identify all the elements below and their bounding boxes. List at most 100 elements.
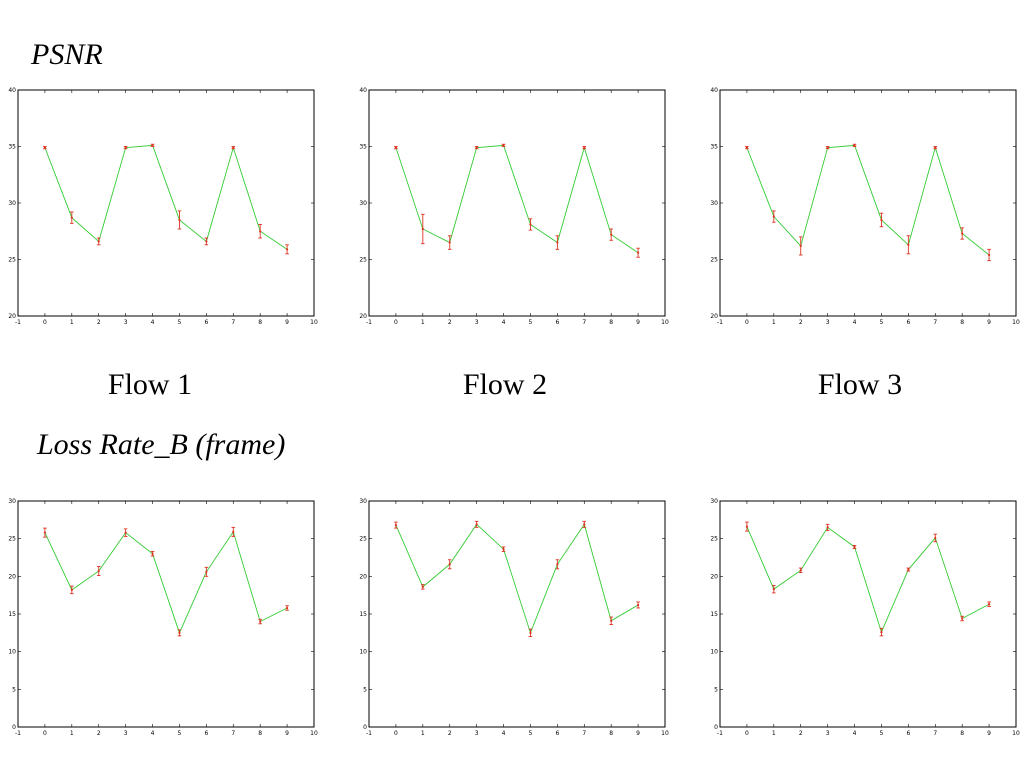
y-tick-label: 20 (359, 313, 367, 320)
y-tick-label: 5 (12, 686, 16, 693)
data-point (475, 146, 478, 149)
data-point (285, 606, 289, 610)
data-point (43, 146, 47, 149)
x-tick-label: 8 (258, 730, 262, 737)
data-point (636, 251, 640, 254)
y-tick-label: 10 (8, 649, 16, 656)
y-tick-label: 30 (710, 200, 718, 207)
y-tick-label: 25 (8, 257, 16, 264)
x-tick-label: 6 (906, 319, 910, 326)
data-point (529, 223, 532, 226)
x-tick-label: 2 (448, 730, 452, 737)
x-tick-label: 0 (43, 730, 47, 737)
x-tick-label: 9 (285, 319, 289, 326)
x-tick-label: 2 (799, 730, 803, 737)
data-point (502, 144, 505, 147)
psnr-heading: PSNR (31, 38, 103, 71)
x-tick-label: -1 (366, 730, 372, 737)
x-tick-label: 7 (933, 319, 937, 326)
x-tick-label: 10 (310, 319, 318, 326)
y-tick-label: 20 (710, 313, 718, 320)
data-point (259, 620, 262, 623)
data-point (745, 525, 749, 528)
x-tick-label: 4 (853, 319, 857, 326)
y-tick-label: 20 (359, 573, 367, 580)
data-point (556, 241, 559, 244)
data-point (772, 588, 775, 591)
y-tick-label: 25 (710, 257, 718, 264)
y-tick-label: 30 (359, 498, 367, 505)
data-point (556, 563, 559, 566)
x-tick-label: 6 (204, 730, 208, 737)
data-point (475, 523, 478, 526)
data-point (934, 536, 937, 540)
x-tick-label: 10 (1012, 319, 1020, 326)
data-point (448, 241, 451, 244)
y-tick-label: 20 (8, 313, 16, 320)
plot-frame (719, 500, 1017, 728)
plot-frame (17, 500, 315, 728)
x-tick-label: 5 (178, 319, 182, 326)
x-tick-label: 1 (772, 319, 776, 326)
series-line (44, 144, 288, 250)
series-line (746, 526, 990, 634)
data-point (205, 570, 208, 573)
x-tick-label: -1 (717, 319, 723, 326)
x-tick-label: 10 (1012, 730, 1020, 737)
x-tick-label: 0 (745, 730, 749, 737)
y-tick-label: 30 (710, 498, 718, 505)
x-tick-label: 6 (906, 730, 910, 737)
x-tick-label: 2 (97, 319, 101, 326)
series-line (395, 144, 639, 254)
data-point (880, 630, 883, 634)
series-line (395, 523, 639, 635)
x-tick-label: 5 (529, 730, 533, 737)
x-tick-label: 7 (933, 730, 937, 737)
y-tick-label: 25 (359, 257, 367, 264)
data-point (880, 218, 883, 222)
x-tick-label: 7 (231, 319, 235, 326)
data-point (394, 524, 398, 527)
x-tick-label: 3 (826, 319, 830, 326)
data-point (987, 603, 991, 606)
data-point (205, 240, 208, 243)
x-tick-label: 5 (178, 730, 182, 737)
x-tick-label: 4 (502, 319, 506, 326)
x-tick-label: 10 (661, 319, 669, 326)
psnr-flow-1-chart: 20 25 30 35 40 -1 0 1 2 3 4 5 6 7 8 9 10 (8, 87, 318, 326)
y-tick-label: 15 (8, 611, 16, 618)
data-point (853, 545, 856, 549)
x-tick-label: 8 (960, 730, 964, 737)
y-tick-label: 10 (710, 649, 718, 656)
data-point (448, 563, 451, 566)
x-tick-label: 10 (310, 730, 318, 737)
x-tick-label: -1 (15, 319, 21, 326)
data-point (961, 617, 964, 620)
y-tick-label: 0 (363, 724, 367, 731)
y-tick-label: 15 (359, 611, 367, 618)
data-point (394, 146, 398, 149)
x-tick-label: 1 (70, 319, 74, 326)
data-point (745, 146, 749, 149)
y-tick-label: 35 (8, 144, 16, 151)
loss-rate-heading: Loss Rate_B (frame) (37, 428, 286, 461)
data-point (583, 146, 586, 149)
data-point (772, 215, 775, 218)
x-tick-label: 0 (745, 319, 749, 326)
x-tick-label: 3 (475, 730, 479, 737)
y-tick-label: 30 (8, 498, 16, 505)
psnr-flow-3-chart: 20 25 30 35 40 -1 0 1 2 3 4 5 6 7 8 9 10 (710, 87, 1020, 326)
data-point (826, 146, 829, 149)
x-tick-label: 8 (258, 319, 262, 326)
x-tick-label: 9 (285, 730, 289, 737)
y-tick-label: 25 (710, 536, 718, 543)
x-tick-label: 1 (70, 730, 74, 737)
data-point (529, 631, 532, 634)
x-tick-label: 1 (421, 319, 425, 326)
data-point (70, 216, 73, 219)
y-tick-label: 20 (710, 573, 718, 580)
data-point (799, 569, 802, 572)
x-tick-label: 9 (636, 319, 640, 326)
